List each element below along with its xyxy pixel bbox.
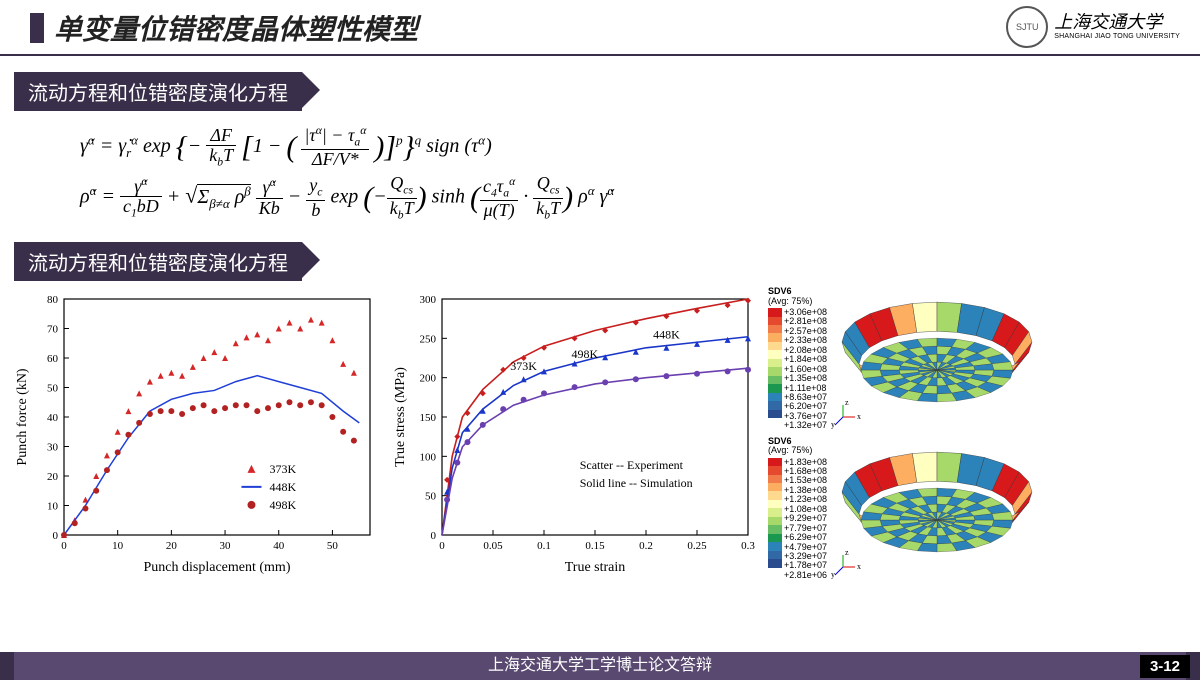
equation-1: γ̇α = γ̇rα exp {− ΔFkbT [1 − ( |τα| − τa… [80, 125, 1140, 170]
svg-text:30: 30 [47, 442, 59, 454]
logo-en: SHANGHAI JIAO TONG UNIVERSITY [1054, 33, 1180, 41]
svg-text:0: 0 [61, 540, 67, 552]
charts-row: 0 10 20 30 40 50 0 10 20 30 40 50 60 70 80 Punch displa… [0, 281, 1200, 580]
svg-text:498K: 498K [269, 498, 296, 512]
svg-text:200: 200 [420, 373, 437, 385]
svg-text:0.2: 0.2 [639, 540, 653, 552]
svg-text:373K: 373K [269, 462, 296, 476]
svg-text:0: 0 [431, 530, 437, 542]
svg-text:40: 40 [47, 412, 59, 424]
svg-text:0.1: 0.1 [537, 540, 551, 552]
svg-text:y: y [831, 420, 835, 429]
svg-text:498K: 498K [571, 347, 598, 361]
svg-text:x: x [857, 412, 861, 421]
svg-text:100: 100 [420, 451, 437, 463]
svg-text:Punch force (kN): Punch force (kN) [15, 368, 30, 466]
svg-text:Punch displacement (mm): Punch displacement (mm) [144, 560, 291, 575]
svg-text:80: 80 [47, 294, 59, 306]
footer-bar: 上海交通大学工学博士论文答辩 [0, 652, 1200, 680]
logo-seal: SJTU [1006, 6, 1048, 48]
svg-text:50: 50 [47, 383, 59, 395]
svg-text:70: 70 [47, 324, 59, 336]
footer-text: 上海交通大学工学博士论文答辩 [488, 652, 712, 680]
subheader-1: 流动方程和位错密度演化方程 [14, 72, 302, 111]
svg-text:60: 60 [47, 353, 59, 365]
equations-block: γ̇α = γ̇rα exp {− ΔFkbT [1 − ( |τα| − τa… [0, 111, 1200, 234]
sdv-bot: SDV6(Avg: 75%)+1.83e+08+1.68e+08+1.53e+0… [768, 437, 1047, 581]
svg-text:0.15: 0.15 [585, 540, 605, 552]
svg-text:448K: 448K [269, 480, 296, 494]
logo-area: SJTU 上海交通大学 SHANGHAI JIAO TONG UNIVERSIT… [1006, 6, 1180, 48]
subheader-2: 流动方程和位错密度演化方程 [14, 242, 302, 281]
page-number: 3-12 [1140, 655, 1190, 678]
svg-text:0.25: 0.25 [687, 540, 707, 552]
page-title: 单变量位错密度晶体塑性模型 [54, 8, 418, 48]
svg-text:z: z [845, 398, 849, 407]
svg-text:0.05: 0.05 [483, 540, 503, 552]
svg-text:True stress (MPa): True stress (MPa) [393, 367, 408, 467]
svg-text:300: 300 [420, 294, 437, 306]
svg-text:50: 50 [327, 540, 339, 552]
svg-text:True strain: True strain [565, 560, 626, 575]
svg-text:20: 20 [47, 471, 59, 483]
svg-text:10: 10 [47, 501, 59, 513]
svg-text:0: 0 [53, 530, 59, 542]
svg-text:40: 40 [273, 540, 285, 552]
svg-text:20: 20 [166, 540, 178, 552]
svg-text:Solid line -- Simulation: Solid line -- Simulation [580, 476, 693, 490]
sdv-top: SDV6(Avg: 75%)+3.06e+08+2.81e+08+2.57e+0… [768, 287, 1047, 431]
chart-left: 0 10 20 30 40 50 0 10 20 30 40 50 60 70 80 Punch displa… [12, 287, 382, 577]
svg-text:0: 0 [439, 540, 445, 552]
chart-right: 0 0.05 0.1 0.15 0.2 0.25 0.3 0 50 100 150 200 250 300… [390, 287, 760, 577]
accent-bar [30, 13, 44, 43]
svg-text:250: 250 [420, 333, 437, 345]
svg-text:373K: 373K [510, 359, 537, 373]
svg-text:Scatter -- Experiment: Scatter -- Experiment [580, 458, 684, 472]
svg-text:150: 150 [420, 412, 437, 424]
svg-text:y: y [831, 570, 835, 579]
svg-text:x: x [857, 562, 861, 571]
equation-2: ρ̇α = γ̇αc1bD + √Σβ≠α ρβ γ̇αKb − ycb exp… [80, 174, 1140, 222]
svg-text:0.3: 0.3 [741, 540, 755, 552]
svg-text:10: 10 [112, 540, 124, 552]
svg-text:448K: 448K [653, 327, 680, 341]
svg-text:z: z [845, 548, 849, 557]
svg-text:30: 30 [220, 540, 232, 552]
logo-cn: 上海交通大学 [1054, 13, 1180, 33]
sdv-column: SDV6(Avg: 75%)+3.06e+08+2.81e+08+2.57e+0… [768, 287, 1047, 580]
svg-text:50: 50 [425, 491, 437, 503]
